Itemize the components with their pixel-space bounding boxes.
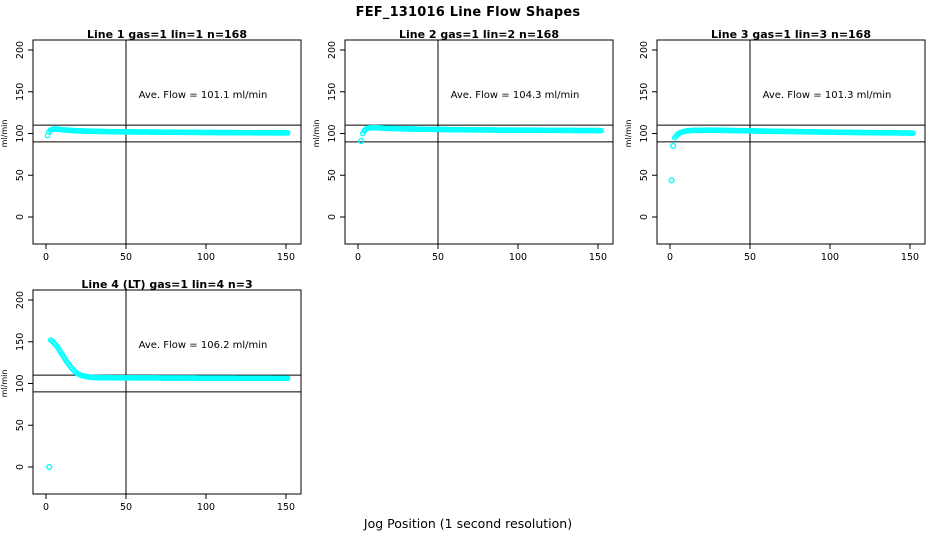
panel-plot-svg: Line 4 (LT) gas=1 lin=4 n=3 0 50 100 150 0 50 1… — [0, 278, 302, 513]
y-tick-label: 0 — [327, 214, 338, 220]
outlier-point — [46, 463, 53, 471]
y-tick-label: 200 — [15, 41, 26, 59]
y-tick-label: 200 — [15, 291, 26, 309]
reference-lines — [33, 40, 301, 244]
x-tick-label: 150 — [277, 502, 295, 513]
outlier-point — [358, 137, 365, 145]
y-axis-label: ml/min — [0, 370, 9, 398]
main-title: FEF_131016 Line Flow Shapes — [355, 5, 581, 20]
x-tick-label: 100 — [509, 252, 527, 263]
data-point — [284, 130, 291, 136]
x-axis: 0 50 100 150 — [355, 244, 607, 263]
y-tick-label: 50 — [327, 169, 338, 181]
y-axis-label: ml/min — [312, 120, 321, 148]
y-tick-label: 150 — [15, 83, 26, 101]
y-tick-label: 100 — [15, 374, 26, 392]
plot-box — [32, 39, 302, 245]
ave-flow-annotation: Ave. Flow = 106.2 ml/min — [139, 340, 268, 351]
x-tick-label: 100 — [821, 252, 839, 263]
panel-title: Line 2 gas=1 lin=2 n=168 — [399, 28, 559, 41]
data-points — [668, 127, 917, 184]
x-tick-label: 100 — [197, 502, 215, 513]
panel-title: Line 3 gas=1 lin=3 n=168 — [711, 28, 871, 41]
x-axis: 0 50 100 150 — [667, 244, 919, 263]
y-tick-label: 100 — [639, 124, 650, 142]
y-tick-label: 50 — [15, 169, 26, 181]
data-points — [44, 126, 291, 139]
y-tick-label: 0 — [15, 214, 26, 220]
reference-lines — [657, 40, 925, 244]
y-tick-label: 150 — [639, 83, 650, 101]
panel-title: Line 4 (LT) gas=1 lin=4 n=3 — [81, 278, 252, 291]
x-tick-label: 0 — [43, 502, 49, 513]
x-tick-label: 50 — [744, 252, 756, 263]
x-tick-label: 0 — [667, 252, 673, 263]
x-tick-label: 0 — [43, 252, 49, 263]
plot-box — [32, 289, 302, 495]
x-tick-label: 150 — [589, 252, 607, 263]
panel-line-1: Line 1 gas=1 lin=1 n=168 0 50 100 150 0 50 100 1… — [0, 26, 312, 270]
data-points — [46, 337, 291, 471]
y-tick-label: 50 — [15, 419, 26, 431]
y-axis: 0 50 100 150 200 ml/min — [624, 41, 657, 220]
ave-flow-annotation: Ave. Flow = 104.3 ml/min — [451, 90, 580, 101]
y-axis-label: ml/min — [624, 120, 633, 148]
plot-box — [344, 39, 614, 245]
x-axis: 0 50 100 150 — [43, 244, 295, 263]
panel-title: Line 1 gas=1 lin=1 n=168 — [87, 28, 247, 41]
data-point — [910, 130, 917, 136]
outlier-point — [670, 142, 677, 150]
reference-lines — [33, 290, 301, 494]
x-axis: 0 50 100 150 — [43, 494, 295, 513]
y-axis: 0 50 100 150 200 ml/min — [0, 291, 33, 470]
outlier-point — [668, 177, 675, 184]
x-axis-footer-label: Jog Position (1 second resolution) — [363, 516, 573, 531]
y-tick-label: 100 — [15, 124, 26, 142]
x-tick-label: 100 — [197, 252, 215, 263]
data-point — [284, 375, 291, 382]
x-tick-label: 150 — [901, 252, 919, 263]
x-tick-label: 50 — [432, 252, 444, 263]
plot-box — [656, 39, 926, 245]
y-axis: 0 50 100 150 200 ml/min — [312, 41, 345, 220]
ave-flow-annotation: Ave. Flow = 101.3 ml/min — [763, 90, 892, 101]
reference-lines — [345, 40, 613, 244]
y-tick-label: 0 — [15, 464, 26, 470]
panel-plot-svg: Line 3 gas=1 lin=3 n=168 0 50 100 150 0 50 100 1… — [624, 28, 926, 263]
y-tick-label: 200 — [327, 41, 338, 59]
y-tick-label: 150 — [15, 333, 26, 351]
x-tick-label: 50 — [120, 252, 132, 263]
y-tick-label: 100 — [327, 124, 338, 142]
panel-line-4: Line 4 (LT) gas=1 lin=4 n=3 0 50 100 150 0 50 1… — [0, 276, 312, 520]
panel-line-2: Line 2 gas=1 lin=2 n=168 0 50 100 150 0 50 100 1… — [312, 26, 624, 270]
x-tick-label: 50 — [120, 502, 132, 513]
y-axis-label: ml/min — [0, 120, 9, 148]
x-tick-label: 150 — [277, 252, 295, 263]
ave-flow-annotation: Ave. Flow = 101.1 ml/min — [139, 90, 268, 101]
panel-line-3: Line 3 gas=1 lin=3 n=168 0 50 100 150 0 50 100 1… — [624, 26, 936, 270]
data-points — [358, 124, 605, 145]
data-point — [598, 127, 605, 134]
y-axis: 0 50 100 150 200 ml/min — [0, 41, 33, 220]
panel-plot-svg: Line 1 gas=1 lin=1 n=168 0 50 100 150 0 50 100 1… — [0, 28, 302, 263]
y-tick-label: 50 — [639, 169, 650, 181]
panel-plot-svg: Line 2 gas=1 lin=2 n=168 0 50 100 150 0 50 100 1… — [312, 28, 614, 263]
y-tick-label: 150 — [327, 83, 338, 101]
y-tick-label: 0 — [639, 214, 650, 220]
y-tick-label: 200 — [639, 41, 650, 59]
x-tick-label: 0 — [355, 252, 361, 263]
